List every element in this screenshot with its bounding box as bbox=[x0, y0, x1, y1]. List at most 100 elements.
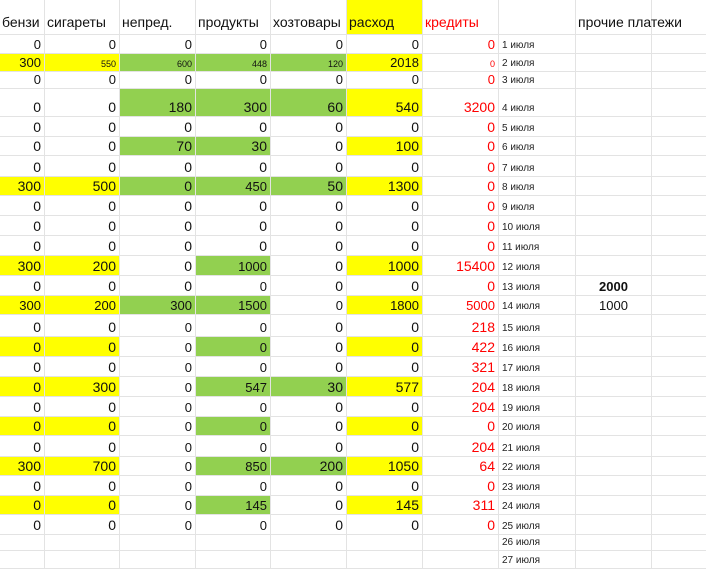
cell-products[interactable]: 300 bbox=[196, 89, 271, 117]
cell-cigarettes[interactable]: 500 bbox=[45, 177, 120, 196]
cell-other-payments[interactable] bbox=[576, 236, 652, 256]
cell-cigarettes[interactable]: 200 bbox=[45, 256, 120, 276]
cell-expense[interactable]: 0 bbox=[347, 515, 423, 535]
header-credits[interactable]: кредиты bbox=[423, 0, 499, 35]
cell-cigarettes[interactable]: 0 bbox=[45, 276, 120, 296]
cell-household[interactable]: 0 bbox=[271, 337, 347, 357]
cell-household[interactable]: 0 bbox=[271, 476, 347, 496]
cell-expense[interactable] bbox=[347, 551, 423, 569]
cell-unexpected[interactable]: 0 bbox=[120, 457, 196, 476]
cell-cigarettes[interactable]: 0 bbox=[45, 397, 120, 417]
cell-date[interactable]: 15 июля bbox=[499, 315, 576, 337]
cell-benzin[interactable]: 0 bbox=[0, 315, 45, 337]
cell-cigarettes[interactable]: 0 bbox=[45, 216, 120, 236]
cell-credits[interactable]: 15400 bbox=[423, 256, 499, 276]
cell-benzin[interactable]: 0 bbox=[0, 436, 45, 457]
cell-cigarettes[interactable] bbox=[45, 535, 120, 551]
cell-benzin[interactable]: 0 bbox=[0, 35, 45, 54]
header-unexpected[interactable]: непред. bbox=[120, 0, 196, 35]
cell-other-payments[interactable] bbox=[576, 457, 652, 476]
cell-household[interactable]: 0 bbox=[271, 276, 347, 296]
cell-expense[interactable]: 0 bbox=[347, 276, 423, 296]
cell-credits[interactable]: 204 bbox=[423, 397, 499, 417]
cell-products[interactable]: 0 bbox=[196, 397, 271, 417]
cell-products[interactable]: 547 bbox=[196, 377, 271, 397]
cell-credits[interactable]: 0 bbox=[423, 196, 499, 216]
cell-products[interactable]: 0 bbox=[196, 72, 271, 89]
cell-unexpected[interactable]: 0 bbox=[120, 156, 196, 177]
cell-benzin[interactable]: 0 bbox=[0, 89, 45, 117]
cell-date[interactable]: 3 июля bbox=[499, 72, 576, 89]
cell-household[interactable]: 0 bbox=[271, 156, 347, 177]
cell-empty[interactable] bbox=[652, 35, 706, 54]
cell-date[interactable]: 13 июля bbox=[499, 276, 576, 296]
cell-credits[interactable]: 0 bbox=[423, 54, 499, 72]
cell-cigarettes[interactable]: 0 bbox=[45, 315, 120, 337]
cell-other-payments[interactable] bbox=[576, 515, 652, 535]
cell-credits[interactable]: 0 bbox=[423, 476, 499, 496]
cell-household[interactable]: 0 bbox=[271, 397, 347, 417]
cell-credits[interactable]: 204 bbox=[423, 377, 499, 397]
cell-expense[interactable]: 0 bbox=[347, 117, 423, 137]
cell-credits[interactable]: 0 bbox=[423, 177, 499, 196]
cell-date[interactable]: 10 июля bbox=[499, 216, 576, 236]
cell-date[interactable]: 23 июля bbox=[499, 476, 576, 496]
cell-benzin[interactable]: 0 bbox=[0, 216, 45, 236]
cell-cigarettes[interactable]: 0 bbox=[45, 337, 120, 357]
cell-other-payments[interactable] bbox=[576, 177, 652, 196]
cell-household[interactable]: 30 bbox=[271, 377, 347, 397]
cell-empty[interactable] bbox=[652, 397, 706, 417]
cell-products[interactable] bbox=[196, 535, 271, 551]
cell-products[interactable]: 0 bbox=[196, 515, 271, 535]
cell-credits[interactable]: 0 bbox=[423, 216, 499, 236]
cell-benzin[interactable]: 0 bbox=[0, 72, 45, 89]
cell-benzin[interactable] bbox=[0, 535, 45, 551]
cell-household[interactable]: 0 bbox=[271, 357, 347, 377]
cell-date[interactable]: 17 июля bbox=[499, 357, 576, 377]
cell-expense[interactable]: 577 bbox=[347, 377, 423, 397]
cell-other-payments[interactable] bbox=[576, 72, 652, 89]
cell-credits[interactable]: 422 bbox=[423, 337, 499, 357]
cell-cigarettes[interactable]: 0 bbox=[45, 496, 120, 515]
cell-household[interactable]: 0 bbox=[271, 35, 347, 54]
cell-household[interactable]: 0 bbox=[271, 117, 347, 137]
cell-empty[interactable] bbox=[652, 72, 706, 89]
cell-expense[interactable]: 2018 bbox=[347, 54, 423, 72]
cell-cigarettes[interactable]: 0 bbox=[45, 117, 120, 137]
cell-expense[interactable]: 0 bbox=[347, 476, 423, 496]
cell-unexpected[interactable]: 0 bbox=[120, 397, 196, 417]
cell-expense[interactable]: 0 bbox=[347, 436, 423, 457]
cell-other-payments[interactable] bbox=[576, 377, 652, 397]
cell-expense[interactable]: 0 bbox=[347, 397, 423, 417]
cell-cigarettes[interactable]: 0 bbox=[45, 35, 120, 54]
cell-unexpected[interactable]: 0 bbox=[120, 256, 196, 276]
cell-empty[interactable] bbox=[652, 296, 706, 315]
cell-credits[interactable]: 0 bbox=[423, 72, 499, 89]
cell-benzin[interactable]: 0 bbox=[0, 377, 45, 397]
cell-empty[interactable] bbox=[652, 417, 706, 436]
cell-benzin[interactable]: 0 bbox=[0, 276, 45, 296]
cell-unexpected[interactable]: 70 bbox=[120, 137, 196, 156]
cell-household[interactable]: 60 bbox=[271, 89, 347, 117]
cell-other-payments[interactable] bbox=[576, 476, 652, 496]
cell-empty[interactable] bbox=[652, 54, 706, 72]
cell-products[interactable]: 0 bbox=[196, 276, 271, 296]
cell-household[interactable] bbox=[271, 535, 347, 551]
cell-household[interactable]: 0 bbox=[271, 72, 347, 89]
cell-benzin[interactable]: 0 bbox=[0, 397, 45, 417]
cell-credits[interactable]: 0 bbox=[423, 417, 499, 436]
cell-cigarettes[interactable]: 0 bbox=[45, 476, 120, 496]
cell-cigarettes[interactable]: 0 bbox=[45, 436, 120, 457]
cell-empty[interactable] bbox=[652, 357, 706, 377]
cell-household[interactable]: 200 bbox=[271, 457, 347, 476]
cell-household[interactable]: 0 bbox=[271, 256, 347, 276]
cell-household[interactable]: 120 bbox=[271, 54, 347, 72]
cell-cigarettes[interactable]: 0 bbox=[45, 156, 120, 177]
cell-products[interactable]: 145 bbox=[196, 496, 271, 515]
cell-benzin[interactable]: 0 bbox=[0, 476, 45, 496]
header-date[interactable] bbox=[499, 0, 576, 35]
cell-empty[interactable] bbox=[652, 515, 706, 535]
cell-products[interactable]: 1000 bbox=[196, 256, 271, 276]
cell-credits[interactable]: 218 bbox=[423, 315, 499, 337]
cell-products[interactable]: 0 bbox=[196, 357, 271, 377]
